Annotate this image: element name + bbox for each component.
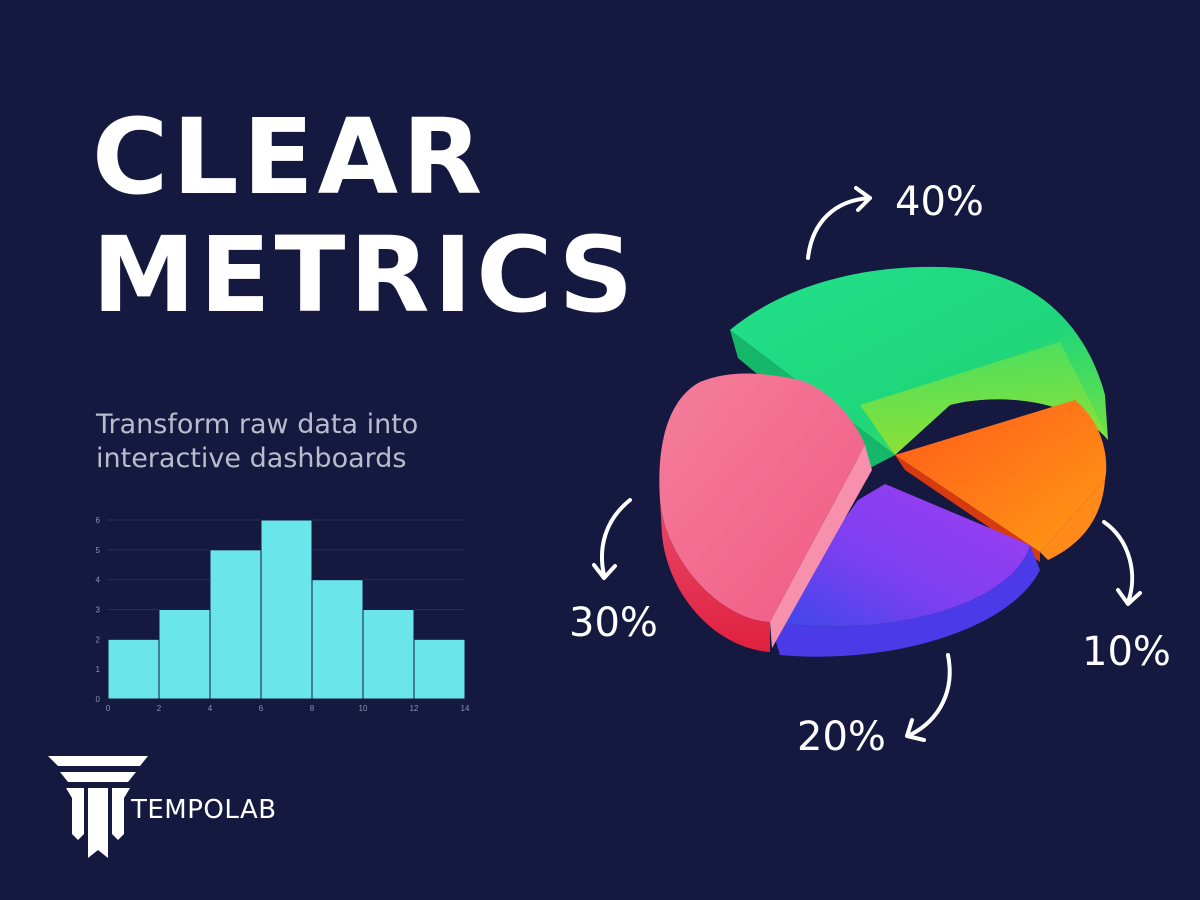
headline: CLEAR METRICS (92, 98, 637, 334)
histogram-bar-0 (107, 638, 160, 700)
y-tick-label-0: 0 (96, 695, 101, 704)
subtitle-line-1: Transform raw data into (96, 409, 419, 440)
headline-line-1: CLEAR (92, 96, 487, 218)
pie-label-20: 20% (797, 714, 886, 760)
arrow-40 (806, 186, 872, 260)
headline-line-2: METRICS (92, 214, 638, 336)
y-tick-label-4: 4 (96, 576, 101, 585)
y-tick-label-5: 5 (96, 546, 101, 555)
pie-label-10: 10% (1082, 629, 1171, 675)
x-tick-label-2: 2 (157, 704, 162, 713)
pie-label-30: 30% (569, 600, 658, 646)
histogram-bar-5 (362, 609, 415, 700)
histogram-bar-2 (209, 549, 262, 700)
x-tick-label-8: 8 (310, 704, 315, 713)
arrow-10 (1102, 520, 1142, 606)
x-tick-label-14: 14 (461, 704, 470, 713)
brand-name: TEMPOLAB (131, 795, 277, 825)
subtitle-line-2: interactive dashboards (96, 443, 407, 474)
x-tick-label-12: 12 (410, 704, 419, 713)
y-tick-label-1: 1 (96, 665, 101, 674)
x-tick-label-4: 4 (208, 704, 213, 713)
pie-label-40: 40% (895, 179, 984, 225)
x-tick-label-6: 6 (259, 704, 264, 713)
subtitle: Transform raw data into interactive dash… (96, 408, 516, 476)
pie-chart: 40% 10% 20% 30% (569, 179, 1171, 760)
histogram-bar-3 (260, 519, 313, 700)
histogram-bar-1 (158, 609, 211, 700)
tempolab-logo (48, 756, 148, 858)
pie-slice-30 (659, 373, 872, 652)
y-tick-label-6: 6 (96, 516, 101, 525)
x-tick-label-10: 10 (359, 704, 368, 713)
pie-slice-20 (770, 484, 1040, 657)
histogram-bar-4 (311, 579, 364, 700)
x-tick-label-0: 0 (106, 704, 111, 713)
y-tick-label-3: 3 (96, 606, 101, 615)
histogram-bar-6 (413, 638, 466, 700)
arrow-30 (592, 498, 632, 580)
y-tick-label-2: 2 (96, 635, 101, 644)
arrow-20 (905, 653, 952, 742)
